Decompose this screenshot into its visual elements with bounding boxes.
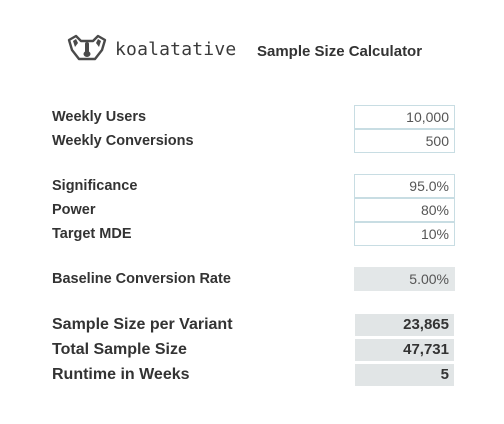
page-title: Sample Size Calculator xyxy=(257,43,423,60)
baseline-conversion-rate-label: Baseline Conversion Rate xyxy=(52,271,231,287)
target-mde-label: Target MDE xyxy=(52,226,132,242)
total-sample-size-value: 47,731 xyxy=(354,338,455,362)
power-label: Power xyxy=(52,202,96,218)
baseline-conversion-rate-value: 5.00% xyxy=(354,267,455,291)
weekly-conversions-label: Weekly Conversions xyxy=(52,133,194,149)
significance-input[interactable]: 95.0% xyxy=(354,174,455,198)
koala-head-icon xyxy=(66,34,108,62)
runtime-in-weeks-value: 5 xyxy=(354,363,455,387)
sample-size-per-variant-label: Sample Size per Variant xyxy=(52,316,233,333)
runtime-in-weeks-label: Runtime in Weeks xyxy=(52,366,190,383)
weekly-users-input[interactable]: 10,000 xyxy=(354,105,455,129)
significance-label: Significance xyxy=(52,178,138,194)
target-mde-input[interactable]: 10% xyxy=(354,222,455,246)
power-input[interactable]: 80% xyxy=(354,198,455,222)
brand-name: koalatative xyxy=(115,39,237,60)
sample-size-per-variant-value: 23,865 xyxy=(354,313,455,337)
weekly-users-label: Weekly Users xyxy=(52,109,147,125)
total-sample-size-label: Total Sample Size xyxy=(52,341,187,358)
weekly-conversions-input[interactable]: 500 xyxy=(354,129,455,153)
